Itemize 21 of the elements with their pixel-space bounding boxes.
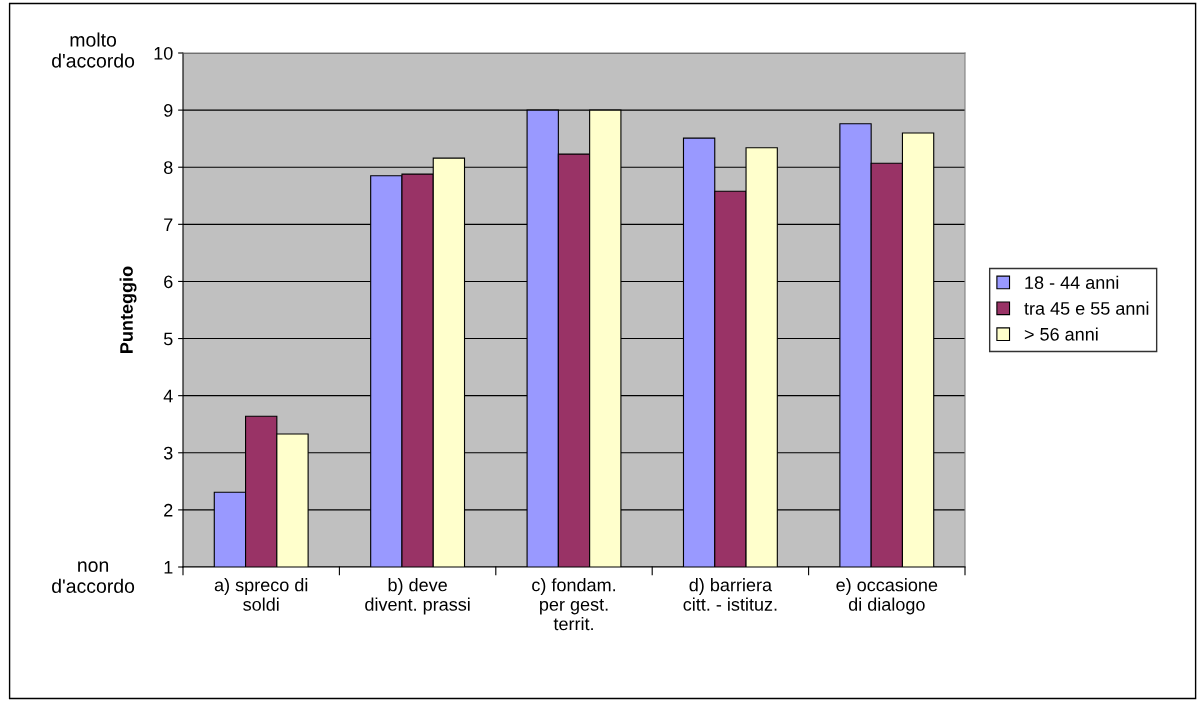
- text: non d'accordo: [52, 561, 135, 593]
- legend-label: tra 45 e 55 anni: [1024, 301, 1149, 315]
- x-tick-label: e) occasione di dialogo: [836, 578, 938, 615]
- y-tick-label: 7: [164, 218, 173, 231]
- legend-label: > 56 anni: [1024, 327, 1098, 341]
- y-tick-label: 10: [154, 46, 173, 60]
- y-tick-label: 9: [164, 104, 173, 117]
- text: molto d'accordo: [52, 32, 135, 68]
- y-tick-label: 5: [163, 332, 173, 346]
- x-tick-label: a) spreco di soldi: [214, 578, 308, 611]
- y-axis-title: Punteggio: [119, 266, 137, 353]
- y-tick-label: 2: [164, 503, 173, 517]
- y-tick-label: 4: [163, 389, 173, 403]
- y-tick-label: 6: [164, 275, 173, 289]
- y-tick-label: 8: [164, 161, 173, 174]
- y-tick-label: 3: [163, 446, 173, 460]
- x-tick-label: d) barriera citt. - istituz.: [683, 578, 777, 611]
- x-tick-label: c) fondam. per gest. territ.: [532, 578, 615, 631]
- legend-label: 18 - 44 anni: [1025, 275, 1119, 289]
- x-tick-label: b) deve divent. prassi: [365, 578, 470, 615]
- y-tick-label: 1: [164, 561, 173, 574]
